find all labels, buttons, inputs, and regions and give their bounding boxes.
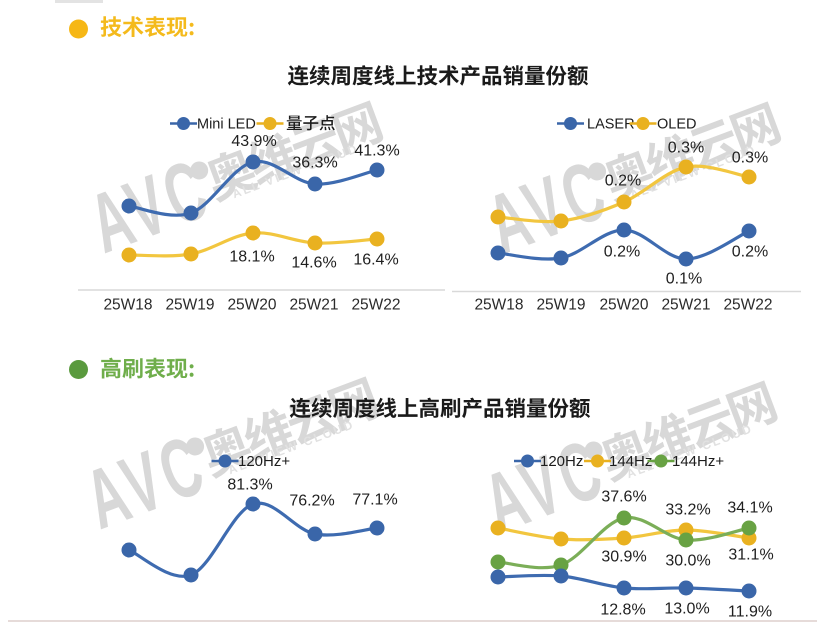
svg-text:31.1%: 31.1% bbox=[728, 547, 773, 564]
svg-text:144Hz+: 144Hz+ bbox=[672, 453, 724, 470]
svg-text:77.1%: 77.1% bbox=[352, 492, 397, 509]
svg-text:30.0%: 30.0% bbox=[665, 553, 710, 570]
svg-text:LASER: LASER bbox=[587, 117, 635, 133]
svg-text:25W19: 25W19 bbox=[165, 297, 214, 314]
svg-text:25W22: 25W22 bbox=[351, 297, 400, 314]
svg-text:25W21: 25W21 bbox=[661, 297, 710, 314]
svg-text:25W18: 25W18 bbox=[103, 297, 152, 314]
svg-text:0.1%: 0.1% bbox=[666, 271, 702, 288]
svg-text:13.0%: 13.0% bbox=[664, 601, 709, 618]
svg-text:41.3%: 41.3% bbox=[354, 143, 399, 160]
svg-text:16.4%: 16.4% bbox=[353, 252, 398, 269]
svg-text:25W19: 25W19 bbox=[536, 297, 585, 314]
svg-text:25W20: 25W20 bbox=[599, 297, 648, 314]
svg-text:36.3%: 36.3% bbox=[292, 155, 337, 172]
svg-text:37.6%: 37.6% bbox=[601, 489, 646, 506]
svg-text:25W20: 25W20 bbox=[227, 297, 276, 314]
svg-text:25W18: 25W18 bbox=[474, 297, 523, 314]
svg-text:144Hz: 144Hz bbox=[609, 453, 652, 470]
svg-text:120Hz+: 120Hz+ bbox=[238, 453, 290, 470]
svg-text:120Hz: 120Hz bbox=[540, 453, 583, 470]
svg-text:0.3%: 0.3% bbox=[668, 140, 704, 157]
svg-text:0.2%: 0.2% bbox=[732, 244, 768, 261]
svg-text:33.2%: 33.2% bbox=[665, 502, 710, 519]
svg-text:25W21: 25W21 bbox=[289, 297, 338, 314]
svg-text:25W22: 25W22 bbox=[723, 297, 772, 314]
svg-text:0.2%: 0.2% bbox=[604, 244, 640, 261]
svg-text:76.2%: 76.2% bbox=[289, 493, 334, 510]
svg-text:12.8%: 12.8% bbox=[600, 602, 645, 619]
svg-text:81.3%: 81.3% bbox=[227, 477, 272, 494]
svg-text:0.3%: 0.3% bbox=[732, 150, 768, 167]
svg-text:14.6%: 14.6% bbox=[291, 255, 336, 272]
svg-text:OLED: OLED bbox=[657, 117, 697, 133]
svg-text:43.9%: 43.9% bbox=[231, 133, 276, 150]
svg-text:11.9%: 11.9% bbox=[728, 604, 772, 621]
svg-text:18.1%: 18.1% bbox=[229, 249, 274, 266]
svg-text:34.1%: 34.1% bbox=[727, 500, 772, 517]
svg-text:30.9%: 30.9% bbox=[601, 549, 646, 566]
svg-text:Mini LED: Mini LED bbox=[197, 117, 256, 133]
svg-text:0.2%: 0.2% bbox=[605, 173, 641, 190]
